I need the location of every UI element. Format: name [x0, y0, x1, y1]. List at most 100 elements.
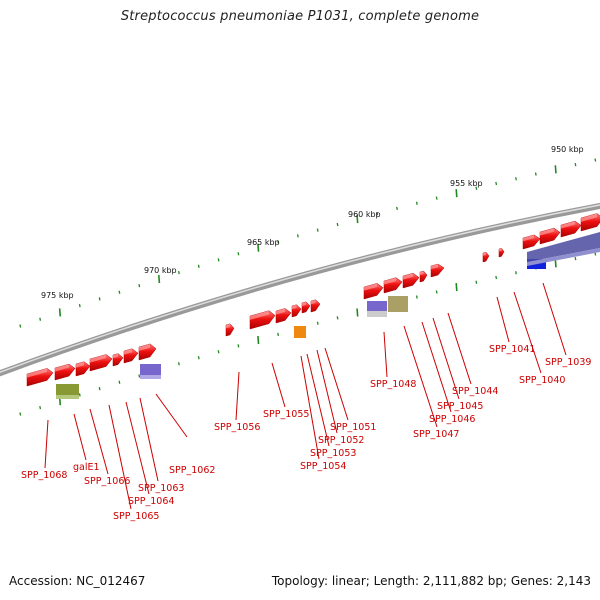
gene-arrow-highlight [90, 354, 106, 363]
lower-tick [356, 308, 359, 317]
genome-backbone-highlight [0, 204, 600, 373]
scale-tick [376, 212, 379, 216]
gene-arrow-highlight [483, 252, 486, 256]
gene-arrow-highlight [226, 323, 230, 329]
gene-arrow-highlight [139, 343, 150, 351]
lower-tick [177, 362, 180, 366]
feature-box-grey [367, 311, 387, 317]
gene-arrow-highlight [499, 248, 502, 252]
scale-tick [455, 189, 458, 198]
gene-arrow-highlight [292, 304, 297, 310]
lower-tick [138, 374, 141, 378]
gene-labels: SPP_1039 SPP_1040 SPP_1041 SPP_1044 SPP_… [21, 344, 591, 522]
scale-tick [435, 196, 438, 200]
feature-box-orange [294, 326, 306, 338]
feature-box-olive-shade [56, 395, 79, 399]
scale-tick [574, 163, 577, 167]
lower-tick [98, 386, 101, 391]
lower-tick [336, 316, 339, 320]
gene-label-spp-1039[interactable]: SPP_1039 [545, 357, 591, 368]
gene-label-spp-1054[interactable]: SPP_1054 [300, 461, 346, 472]
lower-tick [316, 321, 319, 325]
gene-label-spp-1046[interactable]: SPP_1046 [429, 414, 475, 425]
lower-tick [574, 257, 577, 261]
gene-label-gale1[interactable]: galE1 [73, 462, 100, 473]
scale-tick [594, 158, 597, 162]
scale-tick [217, 258, 220, 262]
gene-arrow-highlight [302, 301, 306, 306]
lower-tick [257, 336, 260, 345]
gene-arrow-highlight [403, 273, 413, 280]
scale-tick [78, 304, 81, 308]
scale-label-965: 965 kbp [247, 238, 280, 247]
scale-label-960: 960 kbp [348, 210, 381, 219]
gene-label-spp-1064[interactable]: SPP_1064 [128, 496, 174, 507]
feature-box-darkpurple [527, 232, 600, 262]
gene-label-spp-1063[interactable]: SPP_1063 [138, 483, 184, 494]
scale-tick [415, 201, 418, 205]
scale-ticks [19, 158, 597, 328]
gene-label-spp-1066[interactable]: SPP_1066 [84, 476, 130, 487]
lower-tick [237, 344, 240, 348]
gene-label-spp-1056[interactable]: SPP_1056 [214, 422, 260, 433]
lower-tick [415, 295, 418, 299]
gene-arrow-highlight [384, 277, 396, 285]
map-title: Streptococcus pneumoniae P1031, complete… [120, 9, 480, 24]
lower-tick [217, 350, 220, 354]
lower-tick [197, 356, 200, 360]
feature-box-purple-shade [140, 375, 161, 379]
genome-summary-text: Topology: linear; Length: 2,111,882 bp; … [271, 574, 591, 588]
gene-label-spp-1065[interactable]: SPP_1065 [113, 511, 159, 522]
scale-tick [396, 206, 398, 211]
gene-arrow-highlight [420, 271, 424, 275]
scale-tick [98, 297, 101, 301]
scale-tick [336, 222, 339, 227]
gene-label-spp-1048[interactable]: SPP_1048 [370, 379, 416, 390]
gene-label-spp-1068[interactable]: SPP_1068 [21, 470, 67, 481]
scale-label-955: 955 kbp [450, 179, 483, 188]
gene-label-spp-1062[interactable]: SPP_1062 [169, 465, 215, 476]
gene-arrow-highlight [124, 348, 132, 355]
gene-arrow-highlight [561, 221, 575, 229]
gene-arrow-highlight [276, 308, 285, 315]
scale-tick [475, 186, 478, 190]
scale-tick [19, 324, 22, 328]
gene-label-spp-1055[interactable]: SPP_1055 [263, 409, 309, 420]
gene-label-spp-1045[interactable]: SPP_1045 [437, 401, 483, 412]
gene-label-spp-1051[interactable]: SPP_1051 [330, 422, 376, 433]
feature-box-darkpurple-shade [527, 248, 600, 266]
gene-arrow-highlight [55, 364, 69, 372]
gene-features [26, 213, 600, 387]
gene-arrow-highlight [581, 213, 597, 222]
scale-label-950: 950 kbp [551, 145, 584, 154]
gene-label-spp-1053[interactable]: SPP_1053 [310, 448, 356, 459]
leader-lines [44, 282, 567, 510]
scale-tick [257, 243, 260, 252]
lower-tick [475, 280, 478, 284]
lower-tick [118, 380, 121, 384]
gene-label-spp-1052[interactable]: SPP_1052 [318, 435, 364, 446]
lower-tick [455, 283, 458, 292]
lower-tick [78, 393, 81, 397]
scale-tick [316, 228, 319, 232]
lower-tick [495, 275, 498, 280]
gene-label-spp-1047[interactable]: SPP_1047 [413, 429, 459, 440]
gene-arrow-highlight [311, 299, 316, 305]
scale-tick [534, 172, 537, 176]
lower-tick [39, 405, 42, 410]
gene-arrow-highlight [523, 234, 534, 242]
scale-label-975: 975 kbp [41, 291, 74, 300]
lower-tick [19, 412, 22, 416]
lower-tick [277, 332, 279, 337]
gene-arrow-highlight [250, 310, 269, 320]
lower-tick [554, 259, 557, 268]
gene-label-spp-1041[interactable]: SPP_1041 [489, 344, 535, 355]
scale-tick [554, 165, 557, 174]
gene-label-spp-1040[interactable]: SPP_1040 [519, 375, 565, 386]
gene-arrow-highlight [540, 228, 554, 236]
lower-tick [515, 271, 517, 275]
gene-arrow-highlight [431, 264, 438, 270]
gene-label-spp-1044[interactable]: SPP_1044 [452, 386, 498, 397]
